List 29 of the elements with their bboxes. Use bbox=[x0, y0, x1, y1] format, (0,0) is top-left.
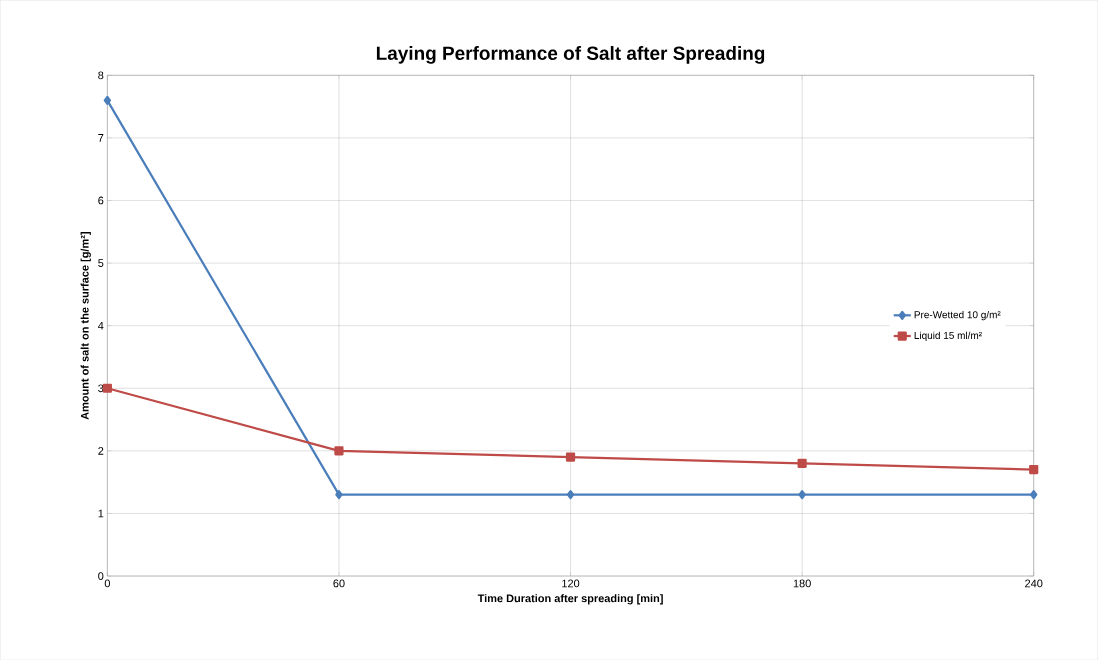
point bbox=[798, 489, 806, 500]
legend-label: Liquid 15 ml/m² bbox=[914, 331, 982, 341]
y-tick-label: 5 bbox=[98, 259, 104, 267]
x-tick-label: 240 bbox=[1025, 579, 1043, 588]
x-tick-label: 60 bbox=[333, 579, 345, 588]
y-tick-label: 6 bbox=[98, 196, 104, 205]
legend-label: Pre-Wetted 10 g/m² bbox=[914, 310, 1001, 321]
point bbox=[566, 489, 575, 500]
point bbox=[335, 489, 343, 500]
point bbox=[1029, 489, 1038, 500]
point bbox=[102, 383, 112, 393]
point bbox=[103, 95, 112, 105]
x-tick-label: 0 bbox=[104, 579, 110, 588]
x-tick-label: 180 bbox=[793, 579, 811, 588]
y-tick-label: 7 bbox=[98, 133, 104, 142]
point bbox=[1029, 464, 1039, 475]
point bbox=[797, 458, 807, 468]
y-tick-label: 4 bbox=[97, 321, 104, 330]
y-tick-label: 2 bbox=[98, 446, 104, 455]
y-tick-label: 0 bbox=[98, 571, 104, 580]
point bbox=[334, 446, 344, 456]
x-axis-title: Time Duration after spreading [min] bbox=[477, 594, 663, 605]
x-tick-label: 120 bbox=[562, 579, 580, 588]
point bbox=[565, 452, 576, 462]
chart-title: Laying Performance of Salt after Spreading bbox=[376, 45, 765, 64]
y-tick-label: 8 bbox=[98, 71, 104, 80]
y-tick-label: 1 bbox=[98, 509, 104, 518]
y-tick-label: 3 bbox=[98, 384, 104, 392]
y-axis-title: Amount of salt on the surface [g/m²] bbox=[80, 231, 91, 420]
